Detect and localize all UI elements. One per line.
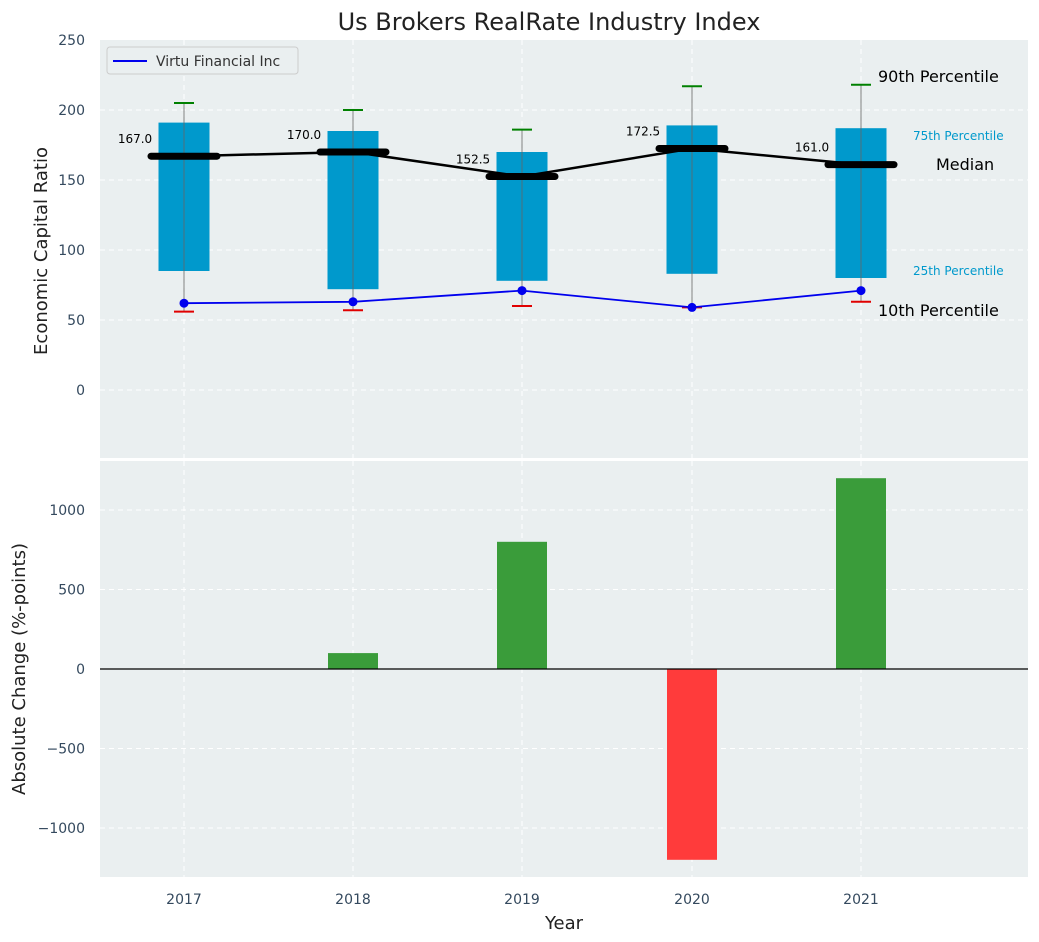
company-series [179, 286, 866, 312]
bottom-y-tick-label: 0 [76, 662, 85, 678]
top-y-tick-label: 0 [76, 383, 85, 399]
x-tick-label: 2021 [843, 892, 879, 908]
x-tick-label: 2020 [674, 892, 710, 908]
median-annotation: Median [936, 155, 994, 174]
top-y-axis-label: Economic Capital Ratio [31, 147, 52, 355]
top-plot-background [100, 40, 1028, 458]
chart-title: Us Brokers RealRate Industry Index [338, 8, 761, 36]
p25-annotation: 25th Percentile [913, 264, 1004, 278]
legend-label: Virtu Financial Inc [156, 54, 280, 70]
bottom-y-tick-labels: −1000 −500 0 500 1000 [38, 503, 85, 837]
company-point [687, 302, 697, 312]
top-y-tick-label: 200 [58, 103, 85, 119]
p90-annotation: 90th Percentile [878, 67, 999, 86]
top-y-tick-labels: 0 50 100 150 200 250 [58, 33, 85, 399]
p75-annotation: 75th Percentile [913, 129, 1004, 143]
legend: Virtu Financial Inc [106, 46, 299, 75]
median-value-label: 172.5 [626, 125, 660, 139]
bottom-y-tick-label: −1000 [38, 821, 85, 837]
median-value-label: 167.0 [118, 132, 152, 146]
p10-annotation: 10th Percentile [878, 301, 999, 320]
bottom-y-axis-label: Absolute Change (%-points) [9, 543, 30, 795]
median-value-label: 170.0 [287, 128, 321, 142]
company-point [856, 286, 866, 296]
bottom-y-tick-label: 500 [58, 583, 85, 599]
legend-box [106, 46, 299, 75]
x-tick-label: 2018 [335, 892, 371, 908]
top-y-tick-label: 100 [58, 243, 85, 259]
top-y-tick-label: 150 [58, 173, 85, 189]
x-tick-labels: 2017 2018 2019 2020 2021 [166, 892, 879, 908]
change-bar [667, 669, 717, 860]
percentile-annotations: 90th Percentile 75th Percentile Median 2… [878, 67, 1004, 320]
change-bar [836, 478, 886, 669]
median-value-label: 152.5 [456, 153, 490, 167]
company-point [517, 286, 527, 296]
bottom-y-tick-label: 1000 [49, 503, 85, 519]
change-bars [328, 478, 886, 860]
company-point [348, 297, 358, 307]
top-y-tick-label: 50 [67, 313, 85, 329]
top-y-tick-label: 250 [58, 33, 85, 49]
change-bar [328, 653, 378, 669]
change-bar [497, 541, 547, 669]
bottom-y-tick-label: −500 [47, 742, 85, 758]
x-tick-label: 2019 [504, 892, 540, 908]
x-axis-label: Year [544, 913, 584, 934]
percentile-boxes [158, 83, 887, 313]
x-tick-label: 2017 [166, 892, 202, 908]
company-point [179, 298, 189, 308]
median-value-label: 161.0 [795, 141, 829, 155]
median-series: 167.0 170.0 152.5 172.5 161.0 [118, 125, 898, 180]
